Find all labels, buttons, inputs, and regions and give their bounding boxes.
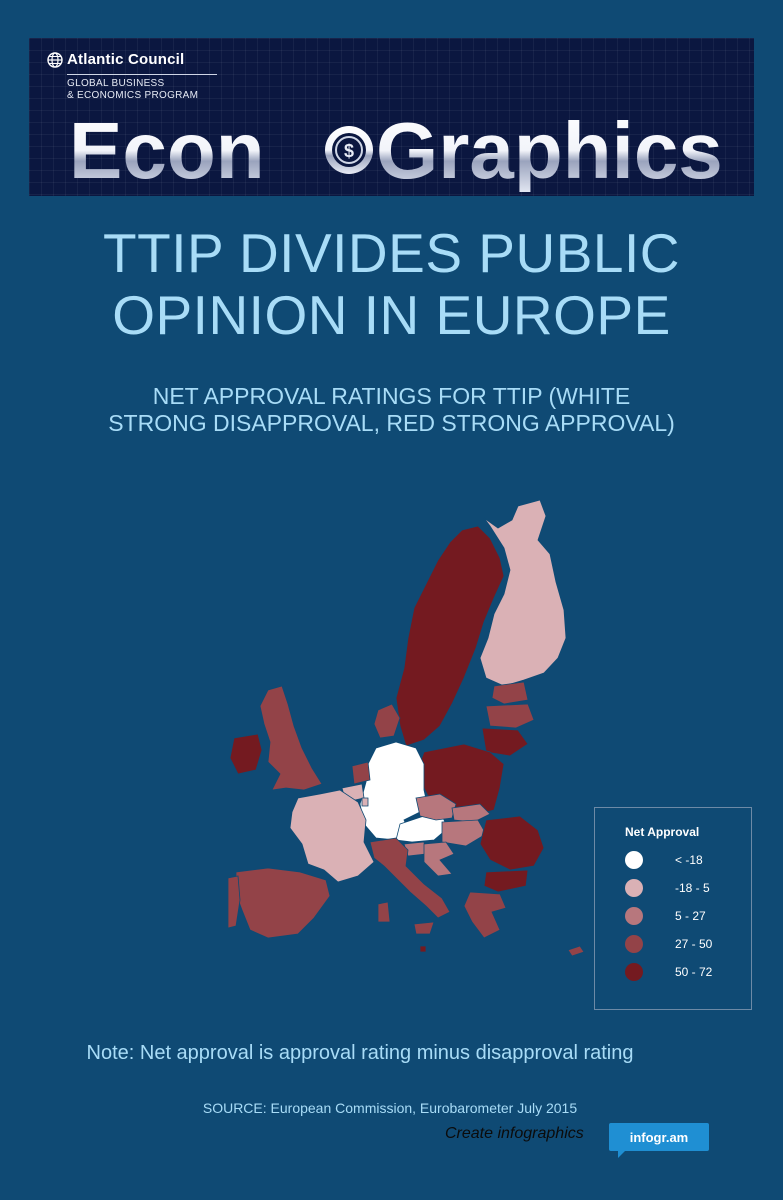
subtitle-line-2: STRONG DISAPPROVAL, RED STRONG APPROVAL) [108,410,675,436]
brand-text-econ: Econ [69,106,265,192]
legend-label: 50 - 72 [675,965,713,979]
country-lithuania [481,727,529,757]
legend-item: 27 - 50 [625,934,712,954]
title-line-1: TTIP DIVIDES PUBLIC [103,222,680,284]
country-france [289,789,375,883]
org-divider [67,74,217,75]
org-name: Atlantic Council [67,51,185,68]
legend-label: 27 - 50 [675,937,713,951]
country-denmark [373,703,401,739]
country-ireland [229,733,263,775]
europe-choropleth-map [228,499,585,957]
legend-label: < -18 [675,853,703,867]
subtitle-line-1: NET APPROVAL RATINGS FOR TTIP (WHITE [152,383,631,409]
legend-item: < -18 [625,850,703,870]
infogram-badge[interactable]: infogr.am [609,1123,709,1151]
map-legend: Net Approval < -18 -18 - 5 5 - 27 27 - 5… [594,807,752,1010]
legend-label: 5 - 27 [675,909,706,923]
legend-label: -18 - 5 [675,881,710,895]
legend-swatch [625,935,643,953]
country-greece [463,891,507,939]
country-hungary [441,819,487,847]
org-logo: Atlantic Council [47,51,184,68]
country-luxembourg [361,797,369,807]
header-banner: Atlantic Council GLOBAL BUSINESS & ECONO… [29,38,754,196]
brand-text-graphics: Graphics [376,106,723,192]
legend-title: Net Approval [625,825,700,839]
program-line-2: & ECONOMICS PROGRAM [67,90,199,101]
country-romania [479,815,545,871]
country-sweden [395,525,505,747]
footnote: Note: Net approval is approval rating mi… [86,1042,634,1064]
globe-icon [47,51,63,68]
create-infographics-link[interactable]: Create infographics [445,1125,584,1142]
country-estonia [491,681,529,705]
svg-text:$: $ [344,141,354,161]
coin-icon: $ [325,126,373,174]
country-italy [369,837,451,935]
legend-swatch [625,851,643,869]
country-latvia [485,703,535,729]
country-finland [479,499,567,687]
econographics-logo: Econ $ Graphics [69,106,723,192]
country-czech-republic [415,793,457,821]
program-line-1: GLOBAL BUSINESS [67,78,165,89]
country-united-kingdom [259,685,323,791]
program-name: GLOBAL BUSINESS & ECONOMICS PROGRAM [67,78,198,102]
legend-item: 50 - 72 [625,962,712,982]
country-cyprus [567,945,585,957]
country-malta [419,945,427,953]
legend-swatch [625,963,643,981]
country-slovakia [451,803,491,823]
country-bulgaria [483,869,529,893]
page-title: TTIP DIVIDES PUBLIC OPINION IN EUROPE [0,222,783,346]
legend-swatch [625,879,643,897]
country-netherlands [351,761,371,785]
badge-tail [618,1150,626,1158]
legend-swatch [625,907,643,925]
page-subtitle: NET APPROVAL RATINGS FOR TTIP (WHITE STR… [0,383,783,437]
country-spain [235,867,331,939]
country-portugal [228,875,241,929]
country-croatia [423,841,455,877]
source-citation: SOURCE: European Commission, Eurobaromet… [202,1100,578,1116]
legend-item: -18 - 5 [625,878,710,898]
legend-item: 5 - 27 [625,906,706,926]
title-line-2: OPINION IN EUROPE [112,284,671,346]
